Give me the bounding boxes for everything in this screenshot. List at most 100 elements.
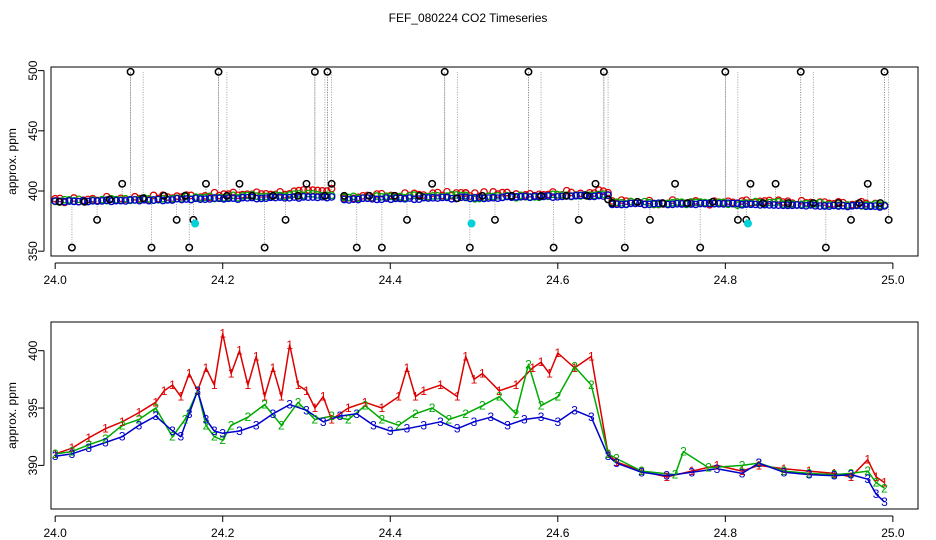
series-2-marker: 2: [169, 430, 176, 444]
series-1-marker: 1: [362, 395, 369, 409]
series-3-point: [650, 199, 658, 208]
series-2-marker: 2: [328, 409, 335, 423]
raw-point: [352, 243, 361, 252]
raw-point: [269, 191, 277, 200]
raw-point: [491, 215, 499, 224]
series-1-point: [562, 186, 571, 195]
series-3-marker: 3: [320, 415, 327, 429]
series-3-marker: 3: [270, 407, 277, 421]
series-1-marker: 1: [412, 390, 419, 404]
series-3-point: [280, 193, 289, 202]
figure-title: FEF_080224 CO2 Timeseries: [389, 11, 548, 25]
series-1-marker: 1: [420, 384, 427, 398]
series-3-point: [742, 200, 751, 208]
raw-point: [671, 179, 680, 188]
series-1-marker: 1: [194, 384, 201, 398]
series-3-point: [673, 199, 682, 208]
series-1-marker: 1: [848, 470, 855, 484]
plot-frame: [50, 66, 919, 257]
series-3-point: [359, 194, 367, 203]
series-3-point: [825, 202, 834, 211]
x-tick-label: 25.0: [881, 526, 905, 540]
series-3-marker: 3: [236, 424, 243, 438]
series-3-marker: 3: [538, 410, 545, 424]
series-1-marker: 1: [496, 384, 503, 398]
series-2-marker: 2: [412, 407, 419, 421]
series-2-marker: 2: [496, 390, 503, 404]
series-3-point: [354, 195, 363, 204]
raw-point: [202, 179, 210, 188]
y-tick-label: 500: [26, 60, 40, 80]
series-2-point: [756, 198, 764, 207]
series-2-marker: 2: [588, 378, 595, 392]
series-3-marker: 3: [605, 449, 612, 463]
series-2-marker: 2: [261, 398, 268, 412]
series-2-marker: 2: [554, 390, 561, 404]
series-3-marker: 3: [370, 418, 377, 432]
raw-point: [796, 67, 805, 76]
series-2-marker: 2: [395, 418, 402, 432]
series-3-marker: 3: [714, 462, 721, 476]
series-3-point: [70, 197, 78, 206]
series-3-marker: 3: [286, 398, 293, 412]
series-3-point: [701, 199, 709, 208]
series-1-marker: 1: [52, 447, 59, 461]
series-1-marker: 1: [312, 401, 319, 415]
series-3-marker: 3: [571, 403, 578, 417]
series-3-line: [55, 390, 886, 503]
raw-point: [126, 67, 135, 76]
series-2-point: [313, 191, 322, 199]
raw-point: [160, 191, 169, 200]
series-2-point: [121, 194, 130, 203]
series-1-marker: 1: [471, 372, 478, 386]
series-1-marker: 1: [261, 390, 268, 404]
series-1-marker: 1: [203, 361, 210, 375]
series-3-point: [617, 200, 626, 209]
series-1-marker: 1: [781, 462, 788, 476]
series-3-point: [848, 201, 857, 210]
series-2-marker: 2: [672, 468, 679, 482]
raw-point: [507, 191, 516, 200]
series-3-point: [747, 200, 755, 209]
series-2-marker: 2: [605, 447, 612, 461]
series-3-point: [154, 195, 163, 204]
series-3-point: [816, 202, 824, 210]
raw-point: [323, 67, 332, 76]
series-3-marker: 3: [437, 415, 444, 429]
series-3-point: [377, 195, 386, 204]
y-tick-label: 350: [26, 241, 40, 261]
series-2-marker: 2: [119, 418, 126, 432]
series-3-marker: 3: [521, 413, 528, 427]
series-3-marker: 3: [102, 435, 109, 449]
series-3-marker: 3: [169, 424, 176, 438]
raw-point: [608, 199, 617, 207]
series-3-marker: 3: [831, 469, 838, 483]
series-3-point: [645, 200, 654, 209]
series-3-point: [313, 193, 322, 202]
y-tick-label: 390: [26, 455, 40, 475]
series-3-marker: 3: [52, 449, 59, 463]
series-3-point: [461, 193, 470, 202]
series-3-point: [862, 202, 870, 211]
series-1-point: [595, 186, 603, 194]
series-3-point: [820, 202, 829, 210]
y-axis-label: approx. ppm: [5, 128, 19, 195]
series-1-marker: 1: [69, 441, 76, 455]
series-1-marker: 1: [513, 378, 520, 392]
series-2-marker: 2: [136, 413, 143, 427]
series-1-marker: 1: [236, 344, 243, 358]
series-3-marker: 3: [781, 465, 788, 479]
series-1-marker: 1: [663, 470, 670, 484]
raw-point: [105, 195, 114, 204]
series-1-marker: 1: [186, 367, 193, 381]
series-1-marker: 1: [873, 470, 880, 484]
series-3-marker: 3: [69, 447, 76, 461]
series-3-marker: 3: [119, 430, 126, 444]
series-3-point: [466, 194, 475, 203]
series-1-marker: 1: [881, 476, 888, 490]
series-1-marker: 1: [161, 384, 168, 398]
series-3-point: [323, 193, 331, 202]
series-3-point: [65, 197, 74, 205]
series-2-marker: 2: [538, 399, 545, 413]
series-1-marker: 1: [479, 367, 486, 381]
